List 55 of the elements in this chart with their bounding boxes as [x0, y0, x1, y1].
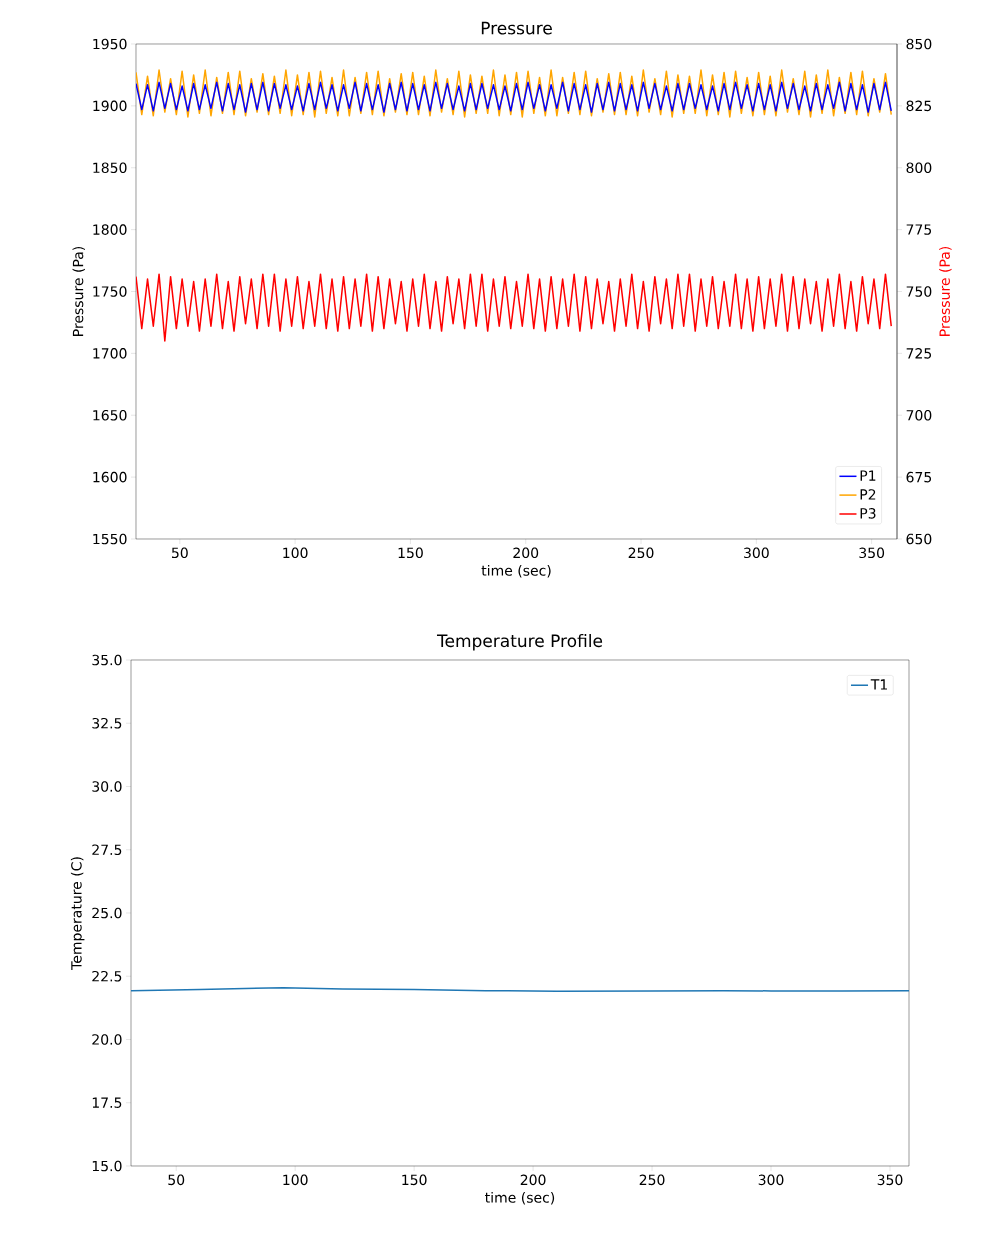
chart-title: Temperature Profile: [436, 634, 603, 651]
y-axis-title: Temperature (C): [70, 857, 85, 970]
y2-tick-label: 650: [906, 533, 932, 545]
x-tick-label: 50: [171, 547, 188, 559]
y2-axis-title: Pressure (Pa): [939, 246, 952, 336]
x-tick-label: 250: [639, 1174, 665, 1186]
y-tick-label: 1800: [93, 224, 127, 235]
x-tick-label: 150: [398, 547, 423, 559]
x-tick-label: 300: [758, 1174, 784, 1186]
legend-label: P2: [860, 489, 876, 500]
y-tick-label: 1650: [93, 409, 127, 421]
x-axis-title: time (sec): [481, 564, 551, 578]
y-tick-label: 25.0: [92, 907, 122, 919]
y2-tick-label: 825: [906, 100, 932, 112]
line-series: [136, 81, 892, 113]
y2-tick-label: 725: [906, 348, 932, 359]
y-axis-title: Pressure (Pa): [72, 246, 85, 336]
x-tick-label: 50: [168, 1174, 185, 1186]
x-tick-label: 100: [283, 1174, 308, 1186]
y-tick-label: 1900: [93, 100, 127, 112]
y-tick-label: 15.0: [92, 1160, 122, 1172]
x-tick-label: 250: [628, 547, 654, 559]
x-tick-label: 200: [513, 547, 539, 559]
y2-tick-label: 800: [906, 162, 932, 174]
y-tick-label: 1950: [93, 38, 127, 50]
y2-tick-label: 775: [906, 224, 932, 235]
y-tick-label: 20.0: [92, 1034, 122, 1045]
chart-title: Pressure: [481, 21, 552, 35]
x-tick-label: 200: [520, 1174, 546, 1186]
y2-tick-label: 700: [906, 409, 932, 421]
y-tick-label: 1750: [93, 286, 127, 297]
x-tick-label: 100: [283, 547, 308, 559]
legend-label: P1: [860, 470, 876, 481]
x-tick-label: 350: [859, 547, 885, 559]
y-tick-label: 1550: [93, 533, 127, 545]
y-tick-label: 22.5: [92, 970, 122, 982]
y2-tick-label: 750: [906, 286, 932, 297]
y-tick-label: 32.5: [92, 717, 122, 729]
x-tick-label: 150: [402, 1174, 427, 1186]
line-series: [136, 69, 892, 118]
y-tick-label: 27.5: [92, 844, 122, 856]
x-axis-title: time (sec): [485, 1191, 555, 1205]
y-tick-label: 35.0: [92, 654, 122, 666]
x-tick-label: 350: [877, 1174, 903, 1186]
y2-tick-label: 675: [906, 471, 932, 483]
legend-label: T1: [870, 679, 887, 690]
y-tick-label: 17.5: [92, 1097, 122, 1108]
x-tick-label: 300: [744, 547, 769, 559]
legend-label: P3: [860, 508, 876, 519]
line-series: [136, 273, 892, 342]
y-tick-label: 1850: [93, 162, 127, 174]
y-tick-label: 1600: [93, 471, 127, 483]
y2-tick-label: 850: [906, 38, 932, 50]
y-tick-label: 1700: [93, 348, 127, 359]
y-tick-label: 30.0: [92, 781, 122, 792]
